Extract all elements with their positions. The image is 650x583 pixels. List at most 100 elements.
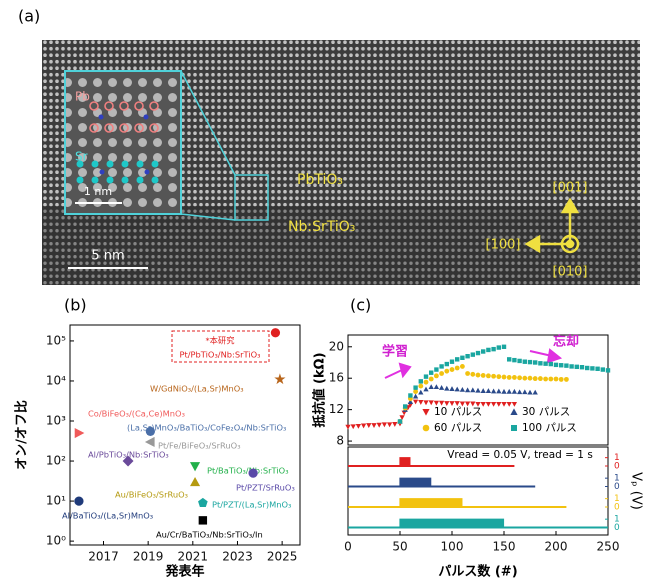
plot-frame xyxy=(347,334,609,446)
direction-label: [100] xyxy=(486,238,521,253)
data-point xyxy=(481,349,486,354)
data-point xyxy=(475,401,481,407)
data-point xyxy=(270,328,281,338)
data-point xyxy=(480,373,486,378)
data-point xyxy=(485,388,492,393)
data-point xyxy=(144,436,155,447)
point-label: Al/PbTiO₃/Nb:SrTiO₃ xyxy=(88,450,169,460)
data-point xyxy=(355,423,362,429)
point-label: Pt/PZT/(La,Sr)MnO₃ xyxy=(212,500,291,510)
data-point xyxy=(198,497,208,507)
y-axis-label: 抵抗値 (kΩ) xyxy=(312,352,328,427)
data-point xyxy=(459,401,466,407)
x-tick-label: 250 xyxy=(597,540,620,554)
data-point xyxy=(491,373,497,379)
data-point xyxy=(392,421,398,427)
data-point xyxy=(454,365,460,371)
data-point xyxy=(522,375,528,381)
data-point xyxy=(533,360,538,365)
y-tick-label: 10¹ xyxy=(46,494,66,508)
data-point xyxy=(460,355,465,360)
data-point xyxy=(413,385,418,390)
data-point xyxy=(464,401,471,407)
data-point xyxy=(122,455,134,467)
data-point xyxy=(366,423,372,428)
data-point xyxy=(428,384,434,390)
data-point xyxy=(470,401,476,407)
y2-tick-label: 0 xyxy=(614,503,620,513)
data-point xyxy=(438,385,445,390)
data-point xyxy=(412,399,419,405)
data-point xyxy=(465,371,471,376)
data-point xyxy=(485,401,492,407)
data-point xyxy=(517,358,522,364)
data-point xyxy=(403,404,408,409)
data-point xyxy=(590,366,595,371)
data-point xyxy=(496,388,502,394)
x-tick-label: 2021 xyxy=(178,550,209,564)
point-label: W/GdNiO₃/(La,Sr)MnO₃ xyxy=(150,384,244,394)
data-point xyxy=(74,428,85,439)
data-point xyxy=(506,401,512,407)
y-tick-label: 16 xyxy=(329,371,344,385)
y2-tick-label: 0 xyxy=(614,523,620,533)
x-tick-label: 0 xyxy=(344,540,352,554)
data-point xyxy=(439,364,444,369)
data-point xyxy=(543,361,548,366)
pulse-train xyxy=(348,457,411,467)
data-point xyxy=(532,389,538,395)
data-point xyxy=(459,386,466,392)
pb-atoms xyxy=(89,101,159,133)
data-point xyxy=(423,400,429,406)
data-point xyxy=(585,365,590,371)
data-point xyxy=(190,462,201,472)
data-point xyxy=(527,359,533,365)
arrows xyxy=(384,348,563,379)
y2-tick-label: 1 xyxy=(614,494,620,504)
data-point xyxy=(408,393,413,398)
data-point xyxy=(506,388,512,394)
sr-atoms xyxy=(76,160,159,184)
layer-label: Nb:SrTiO₃ xyxy=(288,219,355,235)
data-point xyxy=(579,365,585,370)
data-point xyxy=(376,422,382,428)
data-point xyxy=(371,423,377,428)
data-point xyxy=(399,415,405,421)
x-tick-label: 100 xyxy=(441,540,464,554)
point-label: Co/BiFeO₃/(Ca,Ce)MnO₃ xyxy=(88,409,185,419)
data-point xyxy=(465,354,470,359)
data-point xyxy=(517,375,523,381)
direction-label: [001] xyxy=(553,181,588,196)
data-point xyxy=(198,516,208,525)
data-point xyxy=(455,357,460,362)
x-tick-label: 200 xyxy=(545,540,568,554)
pulse-train xyxy=(348,498,463,508)
data-point xyxy=(486,347,491,353)
x-axis-label: 発表年 xyxy=(164,564,204,580)
data-point xyxy=(516,389,523,395)
data-point xyxy=(397,419,403,424)
scale-label: 5 nm xyxy=(91,249,124,264)
data-point xyxy=(350,424,356,430)
data-point xyxy=(563,376,569,382)
data-point xyxy=(501,401,507,407)
x-tick-label: 2019 xyxy=(133,550,164,564)
data-point xyxy=(532,376,538,382)
data-point xyxy=(429,370,434,375)
data-point xyxy=(553,376,559,382)
data-point xyxy=(423,379,429,385)
y2-tick-label: 1 xyxy=(614,515,620,525)
data-point xyxy=(506,375,512,380)
legend-marker xyxy=(422,409,430,416)
data-point xyxy=(501,374,507,380)
data-point xyxy=(412,393,419,399)
point-annotation: *本研究 xyxy=(205,336,234,346)
data-point xyxy=(522,389,528,395)
data-point xyxy=(537,376,543,382)
y-tick-label: 20 xyxy=(329,339,344,353)
y-tick-label: 10² xyxy=(46,454,66,468)
data-point xyxy=(496,374,502,380)
data-point xyxy=(490,401,497,407)
data-point xyxy=(190,476,201,487)
